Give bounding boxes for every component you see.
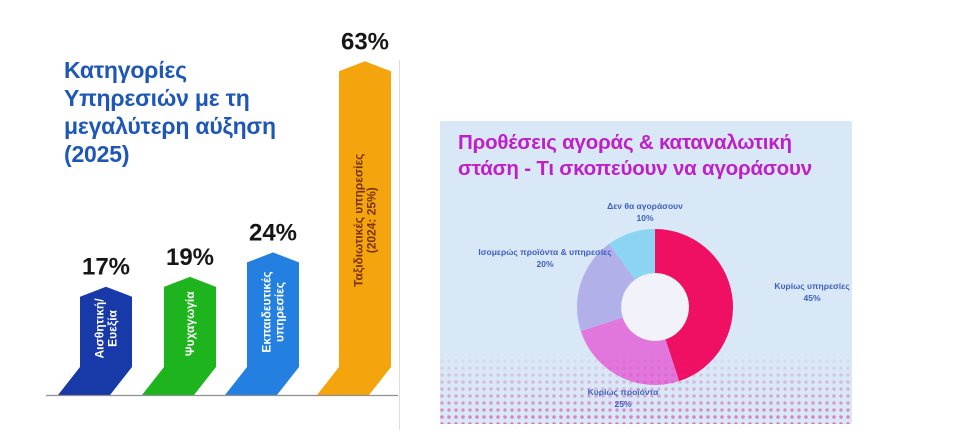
- bar-chart-slide: Κατηγορίες Υπηρεσιών με τη μεγαλύτερη αύ…: [0, 0, 410, 442]
- donut-label-mainly-services-pct: 45%: [803, 292, 821, 303]
- bar-0: [58, 286, 132, 395]
- bar-value-label-1: 19%: [166, 244, 214, 271]
- donut-hole: [621, 273, 689, 341]
- donut-panel: Προθέσεις αγοράς & καταναλωτική στάση - …: [440, 121, 852, 424]
- donut-label-mainly-products-pct: 25%: [614, 398, 632, 409]
- donut-label-mainly-services-text: Κυρίως υπηρεσίες: [774, 281, 850, 291]
- bar-category-label-3: Ταξιδιωτικές υπηρεσίες(2024: 25%): [352, 154, 379, 287]
- bar-value-label-3: 63%: [341, 28, 389, 55]
- bar-1: [142, 276, 216, 395]
- bar-value-label-2: 24%: [249, 219, 297, 246]
- bar-value-label-0: 17%: [82, 254, 130, 281]
- bar-category-label-1: Ψυχαγωγία: [183, 291, 197, 356]
- donut-label-equally-text: Ισομερώς προϊόντα & υπηρεσίες: [478, 247, 612, 257]
- donut-label-equally-pct: 20%: [536, 258, 554, 269]
- donut-label-mainly-products: Κυρίως προϊόντα 25%: [548, 387, 698, 411]
- donut-label-no-purchase-text: Δεν θα αγοράσουν: [607, 201, 683, 211]
- bar-chart: 17% Αισθητική/Ευεξία 19% Ψυχαγωγία 24% Εκπαιδ…: [46, 28, 398, 397]
- donut-slice-3: [609, 229, 655, 280]
- slide-divider: [399, 60, 400, 430]
- donut-chart: [577, 229, 733, 385]
- bar-category-label-0: Αισθητική/Ευεξία: [93, 298, 120, 359]
- bar-2: [225, 252, 299, 395]
- donut-label-mainly-products-text: Κυρίως προϊόντα: [587, 387, 659, 397]
- donut-label-no-purchase: Δεν θα αγοράσουν 10%: [570, 201, 720, 225]
- donut-slice-2: [577, 243, 636, 332]
- bar-category-label-2: Εκπαιδευτικέςυπηρεσίες: [260, 271, 287, 352]
- bar-3: [317, 61, 391, 396]
- donut-label-equally: Ισομερώς προϊόντα & υπηρεσίες 20%: [445, 247, 645, 271]
- bar-chart-title: Κατηγορίες Υπηρεσιών με τη μεγαλύτερη αύ…: [64, 57, 276, 168]
- donut-label-no-purchase-pct: 10%: [636, 212, 654, 223]
- donut-slice-0: [655, 229, 733, 382]
- donut-chart-title: Προθέσεις αγοράς & καταναλωτική στάση - …: [458, 131, 812, 180]
- donut-label-mainly-services: Κυρίως υπηρεσίες 45%: [732, 281, 892, 305]
